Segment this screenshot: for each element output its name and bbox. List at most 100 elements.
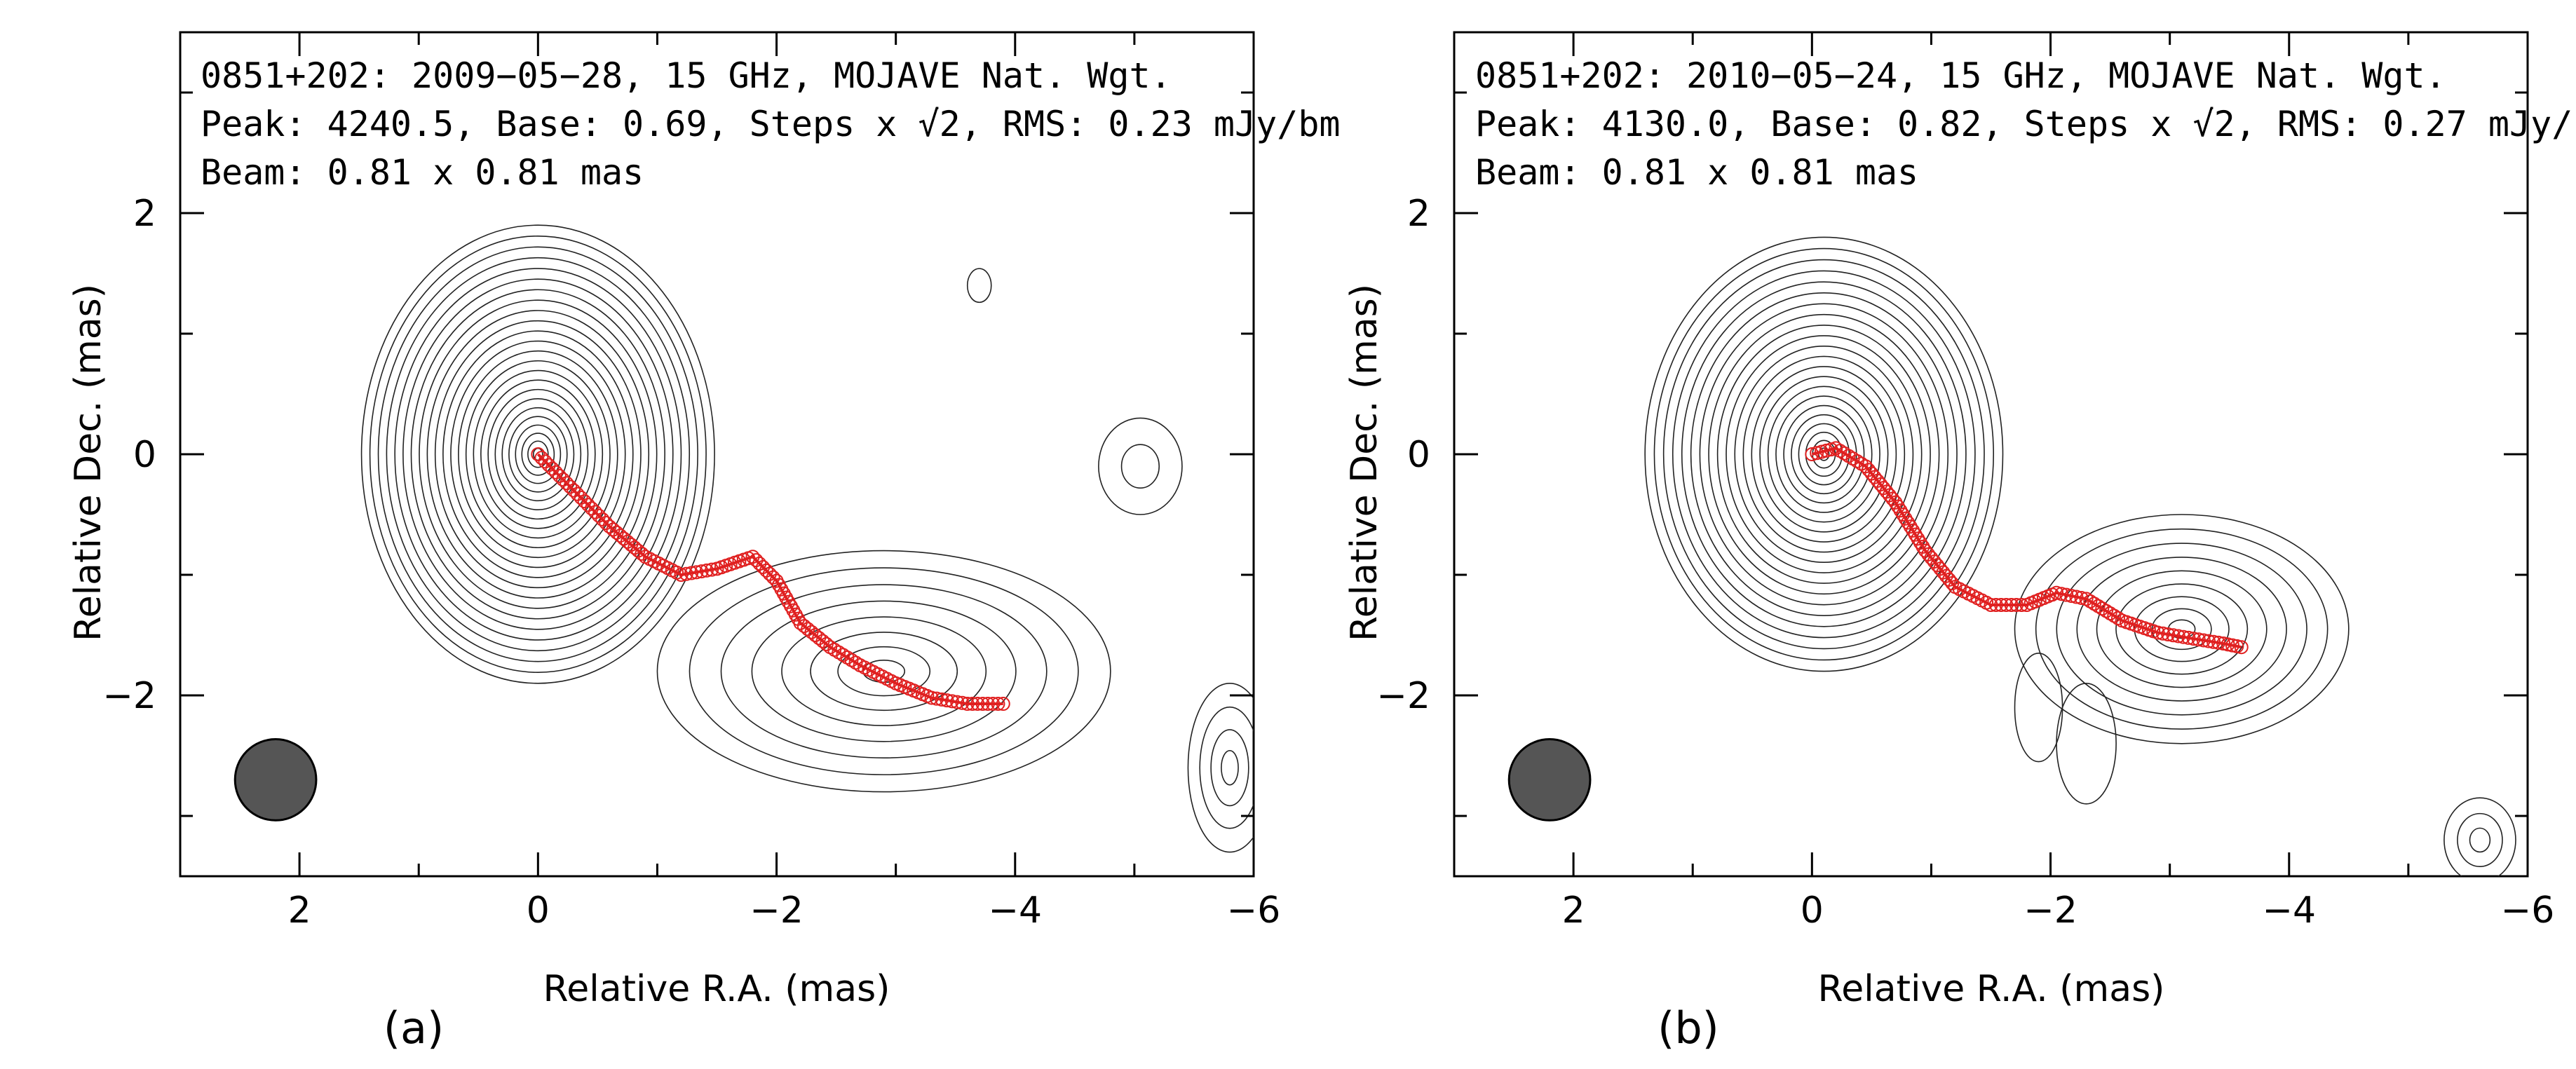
ridge-line-a [531, 447, 1010, 711]
contour-jet-component-level-3 [810, 632, 958, 711]
contour-core-level-11 [465, 360, 611, 549]
panel-label-b: (b) [1658, 1002, 1719, 1054]
header-line-3-a: Beam: 0.81 x 0.81 mas [201, 152, 644, 193]
contour-core-level-9 [480, 379, 596, 529]
ridge-line-marker [960, 697, 975, 711]
ridge-line-marker [1913, 536, 1927, 550]
contour-edge-blob-level-1 [1221, 749, 1239, 786]
ridge-line-marker [2150, 625, 2165, 640]
contour-core-level-10 [473, 369, 604, 539]
panel-a: 2 0 −2 −4 −6 2 0 −2 0851+202: 2009−05−28, 15 GH… [67, 31, 1341, 1054]
y-tick-label-a: 0 [133, 434, 156, 476]
axis-ticks-a: 2 0 −2 −4 −6 2 0 −2 [102, 32, 1280, 932]
contour-core-level-8 [487, 388, 589, 520]
contour-jet-component-level-2 [837, 646, 931, 697]
contour-jet-component-level-5 [751, 600, 1017, 742]
ridge-line-b [1805, 441, 2249, 655]
y-tick-label-a: −2 [102, 675, 156, 717]
x-tick-label-b: 0 [1801, 890, 1824, 932]
ridge-line-marker [563, 479, 578, 494]
contour-core-level-17 [419, 299, 658, 609]
contour-jet-component-level-8 [2035, 528, 2328, 730]
y-tick-label-b: 2 [1407, 193, 1430, 235]
contour-edge-blob-level-4 [1187, 683, 1254, 853]
contour-core-level-21 [386, 257, 691, 652]
contour-jet-component-level-7 [689, 567, 1079, 775]
contour-core-level-19 [1672, 270, 1976, 639]
ridge-line-marker [991, 697, 1005, 711]
ridge-line-marker [2161, 627, 2176, 642]
contour-edge-blob-level-2 [2457, 812, 2503, 867]
ridge-line-marker [560, 476, 574, 491]
contour-core-level-7 [1775, 395, 1873, 513]
contour-core-level-22 [1644, 236, 2004, 672]
ridge-line-marker [975, 697, 990, 711]
contour-jet-component-level-7 [2056, 543, 2307, 716]
ridge-line-marker [2181, 630, 2196, 645]
ridge-line-marker [1898, 511, 1913, 526]
ridge-line-marker [980, 697, 995, 711]
ridge-line-marker [684, 566, 699, 580]
ridge-line-marker [694, 564, 709, 579]
contour-edge-blob-level-1 [2469, 827, 2491, 853]
panel-label-a: (a) [384, 1002, 444, 1054]
ridge-line-marker [965, 697, 980, 711]
contour-core-level-6 [1783, 404, 1865, 504]
ridge-line-marker [531, 447, 545, 461]
contour-core-level-9 [1759, 376, 1889, 533]
ridge-line-marker [1988, 598, 2003, 612]
ridge-line-marker [538, 454, 553, 469]
ridge-line-marker [2211, 635, 2226, 650]
ridge-line-marker [970, 697, 985, 711]
y-axis-label-a: Relative Dec. (mas) [67, 284, 109, 641]
contour-core-level-24 [360, 224, 715, 684]
ridge-line-marker [950, 695, 965, 709]
header-line-1-b: 0851+202: 2010−05−24, 15 GHz, MOJAVE Nat… [1475, 55, 2446, 96]
contour-east-blob-level-2 [1098, 417, 1183, 515]
ridge-line-marker [699, 563, 714, 578]
axis-ticks-b: 2 0 −2 −4 −6 2 0 −2 [1376, 32, 2554, 932]
ridge-line-marker [1890, 499, 1905, 514]
contour-core-level-15 [1708, 313, 1940, 595]
contour-south-knot-left-level-1 [2014, 652, 2063, 763]
ridge-line-marker [2009, 598, 2023, 612]
x-tick-label-a: −4 [988, 890, 1042, 932]
ridge-line-marker [588, 505, 602, 519]
contour-east-blob-level-1 [1120, 444, 1160, 489]
ridge-line-marker [570, 486, 585, 501]
ridge-line-marker [2014, 598, 2029, 612]
contour-core-level-2 [527, 440, 549, 468]
ridge-line-marker [595, 512, 610, 526]
y-tick-label-a: 2 [133, 193, 156, 235]
ridge-line-marker [929, 691, 944, 706]
ridge-line-marker [1893, 503, 1908, 518]
beam-ellipse-b [1507, 738, 1592, 822]
ridge-line-marker [2230, 639, 2244, 653]
contour-core-level-17 [1690, 292, 1958, 616]
contour-south-knot-right-level-1 [2056, 683, 2117, 805]
x-tick-label-b: −2 [2023, 890, 2077, 932]
ridge-line-marker [2110, 611, 2125, 625]
ridge-line-marker [1903, 519, 1918, 534]
ridge-line-marker [2054, 587, 2069, 601]
x-tick-label-b: 2 [1562, 890, 1585, 932]
contour-core-level-15 [434, 320, 642, 589]
contour-core-level-8 [1767, 386, 1880, 523]
ridge-line-marker [2083, 594, 2098, 608]
contour-core-level-16 [1699, 303, 1949, 606]
contour-edge-blob-level-3 [2443, 797, 2516, 876]
ridge-line-marker [2216, 636, 2231, 651]
header-line-2-b: Peak: 4130.0, Base: 0.82, Steps x √2, RM… [1475, 104, 2576, 144]
contour-core-level-23 [369, 236, 707, 673]
contour-core-level-18 [1681, 281, 1967, 627]
x-tick-label-a: −6 [1227, 890, 1281, 932]
ridge-line-marker [556, 472, 571, 487]
contour-jet-component-level-4 [2115, 583, 2249, 675]
ridge-line-marker [581, 498, 595, 512]
ridge-line-marker [2206, 634, 2221, 649]
ridge-line-marker [2221, 637, 2235, 652]
ridge-line-marker [2166, 628, 2181, 643]
contour-jet-component-level-6 [720, 584, 1048, 758]
ridge-line-marker [592, 508, 606, 523]
